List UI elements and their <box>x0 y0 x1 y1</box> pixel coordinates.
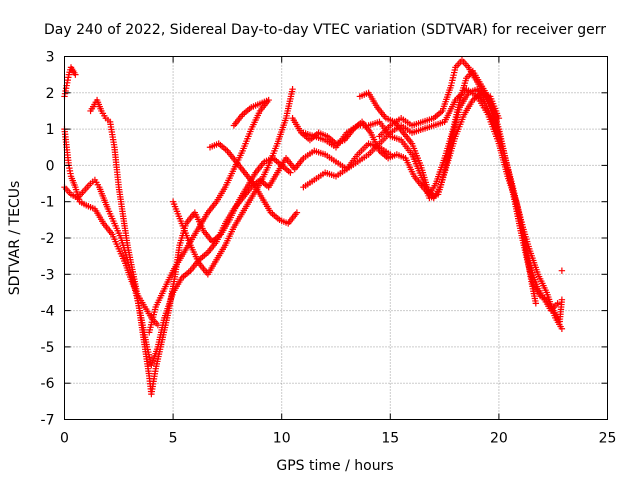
y-tick-label: 2 <box>46 86 55 102</box>
data-point-marker <box>558 267 566 274</box>
y-axis-label: SDTVAR / TECUs <box>7 181 23 296</box>
y-tick-label: -2 <box>41 231 55 247</box>
chart-title: Day 240 of 2022, Sidereal Day-to-day VTE… <box>44 22 606 38</box>
x-tick-label: 5 <box>169 431 178 447</box>
series-sat-d <box>61 140 394 369</box>
series-sat-l <box>300 89 503 202</box>
data-point-marker <box>495 115 503 122</box>
data-points <box>61 56 566 398</box>
data-point-marker <box>558 296 566 303</box>
y-tick-label: -6 <box>41 376 55 392</box>
x-tick-label: 25 <box>599 431 617 447</box>
x-tick-label: 20 <box>490 431 508 447</box>
series-sat-k <box>300 85 540 307</box>
x-axis-ticks: 0 5 10 15 20 25 <box>60 56 617 447</box>
series-sat-f <box>206 140 301 227</box>
y-tick-label: 3 <box>46 50 55 66</box>
data-point-marker <box>287 169 294 176</box>
y-tick-label: -1 <box>41 195 55 211</box>
y-tick-label: 0 <box>46 158 55 174</box>
series-sat-m <box>558 267 566 274</box>
series-sat-a <box>61 64 79 100</box>
y-tick-label: -7 <box>41 413 55 429</box>
y-tick-label: 1 <box>46 122 55 138</box>
series-sat-e <box>169 85 296 278</box>
x-axis-label: GPS time / hours <box>276 458 393 474</box>
y-tick-label: -4 <box>41 304 55 320</box>
y-axis-ticks: -7 -6 -5 -4 -3 -2 -1 0 1 2 3 <box>41 50 608 429</box>
x-tick-label: 0 <box>60 431 69 447</box>
data-point-marker <box>289 85 296 93</box>
data-point-marker <box>558 325 566 332</box>
data-point-marker <box>146 329 153 336</box>
x-tick-label: 10 <box>273 431 291 447</box>
x-tick-label: 15 <box>381 431 399 447</box>
series-sat-b <box>61 125 162 329</box>
series-sat-g <box>146 96 272 336</box>
y-tick-label: -5 <box>41 340 55 356</box>
data-point-marker <box>532 300 540 307</box>
data-point-marker <box>72 71 79 78</box>
data-point-marker <box>554 300 561 307</box>
data-point-marker <box>293 209 301 216</box>
y-tick-label: -3 <box>41 267 55 283</box>
